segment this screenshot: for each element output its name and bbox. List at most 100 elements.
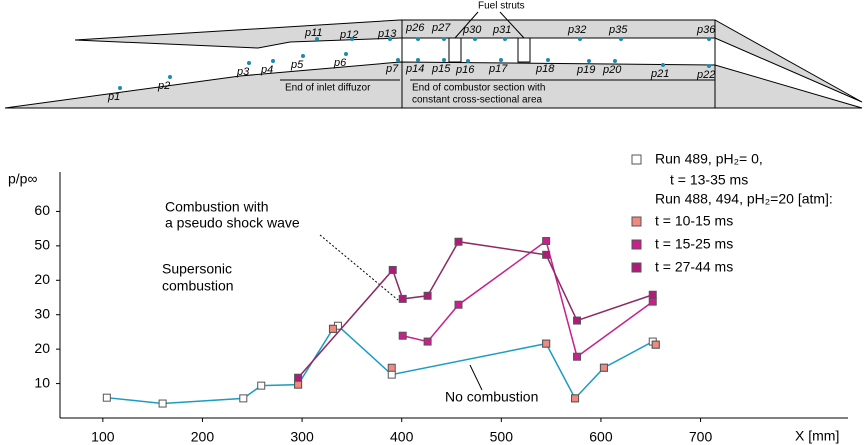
strut-label: Fuel struts (478, 1, 525, 12)
leader (469, 364, 483, 391)
annotation: combustion (162, 278, 234, 294)
fuel-strut (517, 37, 531, 63)
probe (350, 37, 354, 41)
combustor-label: constant cross-sectional area (412, 95, 543, 106)
probe (661, 63, 665, 67)
probe-label: p27 (431, 22, 451, 34)
marker (651, 340, 660, 349)
leader (499, 11, 525, 39)
marker (387, 370, 396, 379)
legend-label: t = 15-25 ms (655, 236, 733, 252)
y-tick-label: 60 (34, 202, 50, 218)
marker (542, 250, 551, 259)
marker (454, 300, 463, 309)
series-line (402, 239, 654, 358)
annotation: No combustion (445, 389, 538, 405)
y-tick-label: 10 (34, 374, 50, 390)
legend-marker (631, 216, 642, 227)
probe-label: p6 (333, 57, 347, 69)
lower-body (4, 61, 863, 109)
x-tick-label: 200 (191, 429, 215, 445)
y-label: p/p∞ (8, 171, 37, 187)
probe-label: p20 (602, 64, 622, 76)
probe (388, 37, 392, 41)
x-tick-label: 600 (589, 429, 613, 445)
combustor-box (401, 19, 716, 109)
probe (503, 37, 507, 41)
probe (344, 52, 348, 56)
legend-label: t = 27-44 ms (655, 259, 733, 275)
marker (398, 331, 407, 340)
chart-axes (59, 172, 848, 419)
probe (247, 61, 251, 65)
probe (587, 59, 591, 63)
probe (466, 59, 470, 63)
annotation: Combustion with (165, 199, 269, 215)
probe-label: p32 (567, 24, 586, 36)
probe-label: p31 (492, 24, 511, 36)
legend-marker (631, 154, 642, 165)
marker (294, 380, 303, 389)
series-line (297, 240, 653, 379)
probe (473, 37, 477, 41)
probe-label: p35 (608, 24, 628, 36)
x-tick-label: 700 (689, 429, 713, 445)
probe (315, 37, 319, 41)
probe (499, 58, 503, 62)
marker (542, 339, 551, 348)
legend-note: Run 488, 494, pH₂=20 [atm]: (655, 191, 833, 207)
probe-label: p1 (107, 91, 120, 103)
probe-label: p18 (535, 63, 555, 75)
probe (442, 37, 446, 41)
probe (271, 59, 275, 63)
probe-label: p3 (236, 66, 250, 78)
probe-label: p22 (696, 69, 715, 81)
probe-label: p11 (304, 27, 323, 39)
probe (396, 58, 400, 62)
probe-label: p7 (385, 63, 399, 75)
y-tick-label: 20 (34, 340, 50, 356)
y-tick-label: 30 (34, 305, 50, 321)
probe (301, 54, 305, 58)
probe (707, 37, 711, 41)
marker (648, 297, 657, 306)
y-tick-label: 20 (34, 271, 50, 287)
probe-label: p5 (290, 59, 304, 71)
x-tick-label: 400 (390, 429, 414, 445)
marker (423, 337, 432, 346)
probe (619, 37, 623, 41)
probe-label: p12 (339, 29, 358, 41)
probe-label: p4 (260, 64, 273, 76)
marker (388, 265, 397, 274)
probe-label: p14 (405, 63, 424, 75)
probe-label: p16 (455, 64, 475, 76)
marker (398, 294, 407, 303)
marker (573, 316, 582, 325)
series-line (106, 324, 657, 405)
probe-label: p19 (576, 64, 595, 76)
legend-note: t = 13-35 ms (670, 172, 748, 188)
marker (423, 291, 432, 300)
y-tick-label: 50 (34, 237, 50, 253)
probe-label: p21 (650, 68, 669, 80)
legend-label: Run 489, pH₂= 0, (655, 151, 763, 167)
marker (599, 363, 608, 372)
leader (454, 11, 479, 39)
engine-diagram (4, 11, 863, 109)
probe (416, 58, 420, 62)
leader (319, 234, 399, 301)
probe (707, 64, 711, 68)
legend-label: t = 10-15 ms (655, 213, 733, 229)
marker (102, 393, 111, 402)
marker (648, 290, 657, 299)
probe (578, 37, 582, 41)
marker (573, 352, 582, 361)
marker (294, 373, 303, 382)
inlet-label: End of inlet diffuzor (285, 83, 371, 94)
fuel-strut (448, 37, 462, 63)
x-tick-label: 100 (91, 429, 115, 445)
combustor-label: End of combustor section with (412, 83, 545, 94)
legend-marker (631, 239, 642, 250)
marker (542, 237, 551, 246)
x-tick-label: 500 (490, 429, 514, 445)
